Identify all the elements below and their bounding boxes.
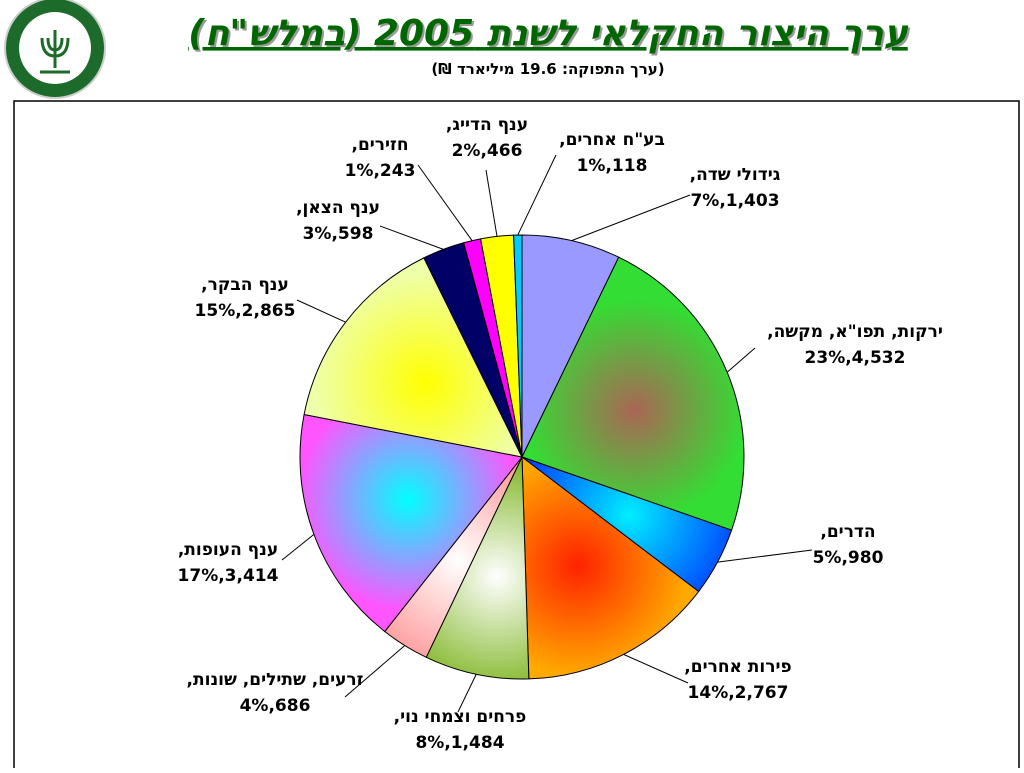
leader-line bbox=[726, 347, 756, 373]
value-label: 8%,1,484 bbox=[415, 733, 504, 753]
leader-line bbox=[457, 674, 477, 713]
leader-line bbox=[281, 533, 315, 561]
pie-slice bbox=[521, 234, 620, 458]
leader-line bbox=[417, 164, 473, 241]
slice-label: הדרים, bbox=[820, 522, 875, 542]
value-label: 14%,2,767 bbox=[688, 683, 789, 703]
pie-slice bbox=[299, 413, 523, 633]
slice-label: חזירים, bbox=[351, 135, 408, 155]
leader-line bbox=[571, 194, 691, 242]
leader-line bbox=[296, 299, 346, 323]
value-label: 17%,3,414 bbox=[178, 566, 279, 586]
slice-label: ירקות, תפו"א, מקשה, bbox=[767, 322, 943, 342]
slice-label: בע"ח אחרים, bbox=[559, 130, 665, 150]
chart-frame bbox=[13, 100, 1020, 773]
title-shadow: ערך היצור החקלאי לשנת 2005 (במלש"ח) bbox=[190, 15, 911, 56]
slice-label: ענף העופות, bbox=[178, 540, 278, 560]
value-label: 7%,1,403 bbox=[690, 191, 779, 211]
value-label: 15%,2,865 bbox=[195, 301, 296, 321]
slice-label: ענף הבקר, bbox=[201, 275, 289, 295]
value-label: 23%,4,532 bbox=[805, 348, 906, 368]
leader-line bbox=[717, 549, 813, 563]
value-label: 1%,118 bbox=[577, 156, 648, 176]
title: ערך היצור החקלאי לשנת 2005 (במלש"ח) bbox=[188, 13, 909, 54]
pie-slice bbox=[521, 256, 745, 531]
leader-line bbox=[485, 169, 498, 237]
slice-label: זרעים, שתילים, שונות, bbox=[187, 670, 364, 690]
value-label: 1%,243 bbox=[345, 161, 416, 181]
slice-label: ענף הדייג, bbox=[446, 115, 528, 135]
value-label: 5%,980 bbox=[813, 548, 884, 568]
leader-line bbox=[517, 154, 557, 236]
subtitle: (ערך התפוקה: 19.6 מיליארד ₪) bbox=[431, 60, 664, 78]
pie: גידולי שדה, 7%,1,403 ירקות, תפו"א, מקשה, 23… bbox=[178, 115, 943, 753]
slice-label: פרחים וצמחי נוי, bbox=[394, 707, 527, 727]
value-label: 4%,686 bbox=[240, 696, 311, 716]
value-label: 3%,598 bbox=[303, 224, 374, 244]
leader-line bbox=[344, 645, 406, 698]
slice-label: פירות אחרים, bbox=[684, 657, 791, 677]
logo: משרד החקלאות ופיתוח הכפר bbox=[4, 0, 106, 99]
slice-label: גידולי שדה, bbox=[690, 165, 781, 185]
value-label: 2%,466 bbox=[452, 141, 523, 161]
pie-slice bbox=[303, 257, 523, 458]
pie-slice bbox=[513, 234, 523, 458]
leader-line bbox=[623, 653, 689, 684]
pie-slice bbox=[425, 456, 530, 680]
leader-line bbox=[379, 225, 444, 250]
slice-label: ענף הצאן, bbox=[296, 198, 380, 218]
